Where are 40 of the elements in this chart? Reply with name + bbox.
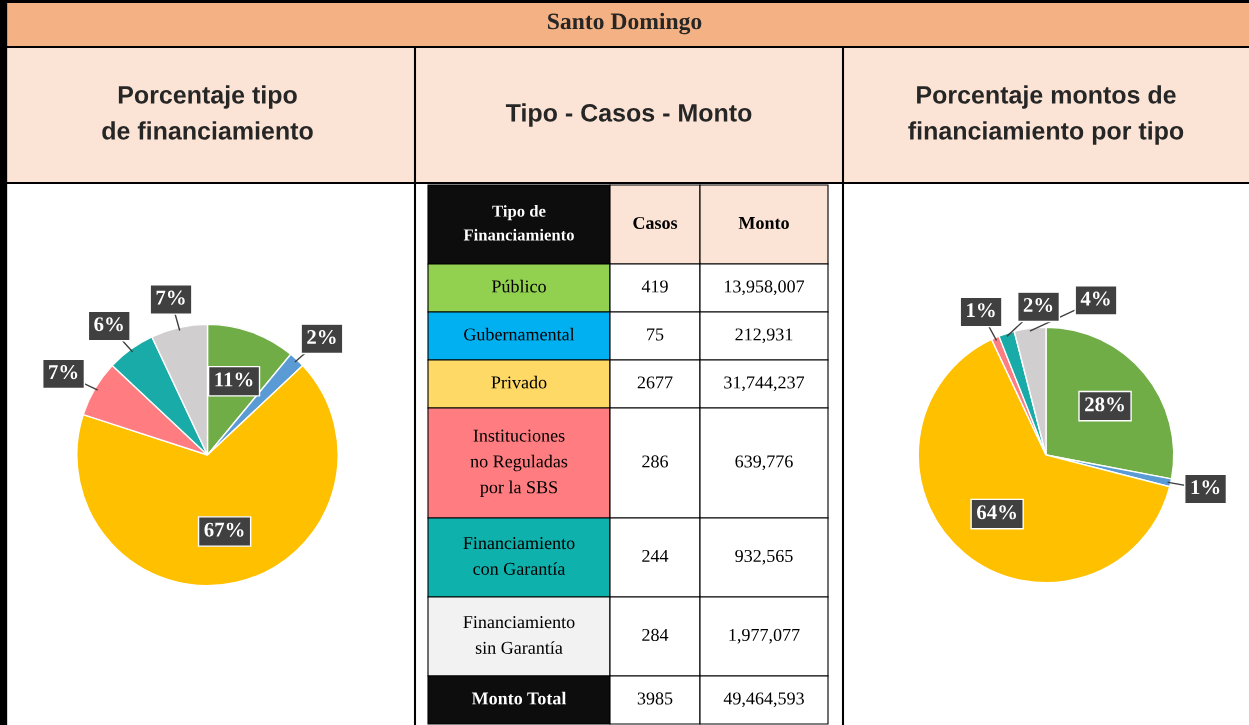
text: 244 xyxy=(642,549,669,562)
text: 286 xyxy=(642,455,668,468)
chart-title: Porcentaje montos de financiamiento por tipo xyxy=(908,85,1184,145)
text: 639,776 xyxy=(735,455,793,471)
text: 1,977,077 xyxy=(729,628,800,644)
data-label: 64% xyxy=(977,505,1017,520)
text: 419 xyxy=(641,280,668,293)
text: 212,931 xyxy=(735,328,793,344)
data-label: 7% xyxy=(156,290,185,305)
text: 75 xyxy=(647,328,664,341)
text: Monto xyxy=(738,217,789,230)
data-label: 2% xyxy=(307,329,336,345)
data-label: 28% xyxy=(1085,397,1124,412)
text: Privado xyxy=(491,375,547,389)
chart-title: Porcentaje tipo de financiamiento xyxy=(102,85,313,140)
text: Casos xyxy=(633,216,678,230)
data-label: 2% xyxy=(1023,297,1053,313)
text: Santo Domingo xyxy=(548,12,702,35)
data-label: 1% xyxy=(967,303,995,318)
text: Instituciones no Reguladas por la SBS xyxy=(470,429,568,497)
text: Financiamiento sin Garantía xyxy=(463,616,575,654)
text: Monto Total xyxy=(471,691,567,705)
data-label: 1% xyxy=(1191,480,1220,495)
data-label: 7% xyxy=(49,365,78,380)
text: 932,565 xyxy=(735,549,793,565)
text: Tipo - Casos - Monto xyxy=(505,103,752,127)
text: 49,464,593 xyxy=(723,692,804,708)
text: 3985 xyxy=(637,692,673,705)
data-label: 67% xyxy=(204,522,244,537)
data-label: 6% xyxy=(94,317,123,332)
text: 2677 xyxy=(637,376,673,389)
text: 13,958,007 xyxy=(724,280,805,296)
text: Gubernamental xyxy=(464,327,575,341)
text: 284 xyxy=(642,628,669,642)
text: 31,744,237 xyxy=(724,376,805,392)
text: Público xyxy=(491,279,546,293)
text: Tipo de Financiamiento xyxy=(463,205,574,241)
text: Financiamiento con Garantía xyxy=(463,537,575,575)
data-label: 4% xyxy=(1080,291,1110,306)
data-label: 11% xyxy=(215,372,253,387)
